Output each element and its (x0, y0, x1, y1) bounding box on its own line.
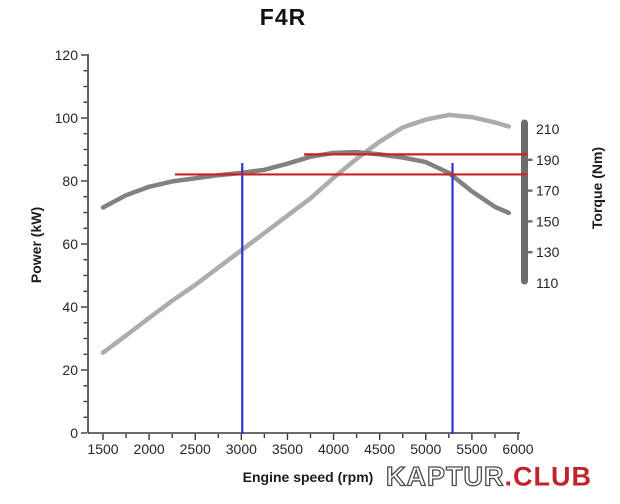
x-tick-label-2500: 2500 (180, 441, 211, 457)
x-axis-title: Engine speed (rpm) (242, 469, 374, 485)
y-tick-label-100: 100 (55, 110, 79, 126)
watermark: KAPTUR.CLUB (385, 461, 592, 493)
y-tick-label-20: 20 (62, 362, 78, 378)
x-tick-label-6000: 6000 (502, 441, 533, 457)
left-axis-title: Power (kW) (28, 206, 44, 284)
torque-tick-label-190: 190 (536, 152, 560, 168)
watermark-kaptur: KAPTUR (385, 461, 505, 492)
x-tick-label-1500: 1500 (87, 441, 118, 457)
power-curve (100, 112, 512, 355)
torque-tick-label-170: 170 (536, 183, 560, 199)
torque-tick-label-150: 150 (536, 213, 560, 229)
chart-title: F4R (259, 4, 307, 30)
y-tick-label-120: 120 (55, 47, 79, 63)
y-tick-label-60: 60 (62, 236, 78, 252)
torque-tick-label-130: 130 (536, 244, 560, 260)
torque-tick-label-210: 210 (536, 121, 560, 137)
torque-tick-label-110: 110 (536, 275, 559, 291)
y-tick-label-40: 40 (62, 299, 78, 315)
x-tick-label-3500: 3500 (272, 441, 303, 457)
torque-curve (100, 149, 512, 216)
x-tick-label-3000: 3000 (226, 441, 257, 457)
x-tick-label-4500: 4500 (364, 441, 395, 457)
x-tick-label-2000: 2000 (134, 441, 165, 457)
y-tick-label-0: 0 (70, 425, 78, 441)
x-tick-label-4000: 4000 (318, 441, 349, 457)
right-axis-title: Torque (Nm) (589, 146, 605, 230)
watermark-club: .CLUB (504, 461, 592, 492)
x-tick-label-5500: 5500 (456, 441, 487, 457)
y-tick-label-80: 80 (62, 173, 78, 189)
x-tick-label-5000: 5000 (410, 441, 441, 457)
